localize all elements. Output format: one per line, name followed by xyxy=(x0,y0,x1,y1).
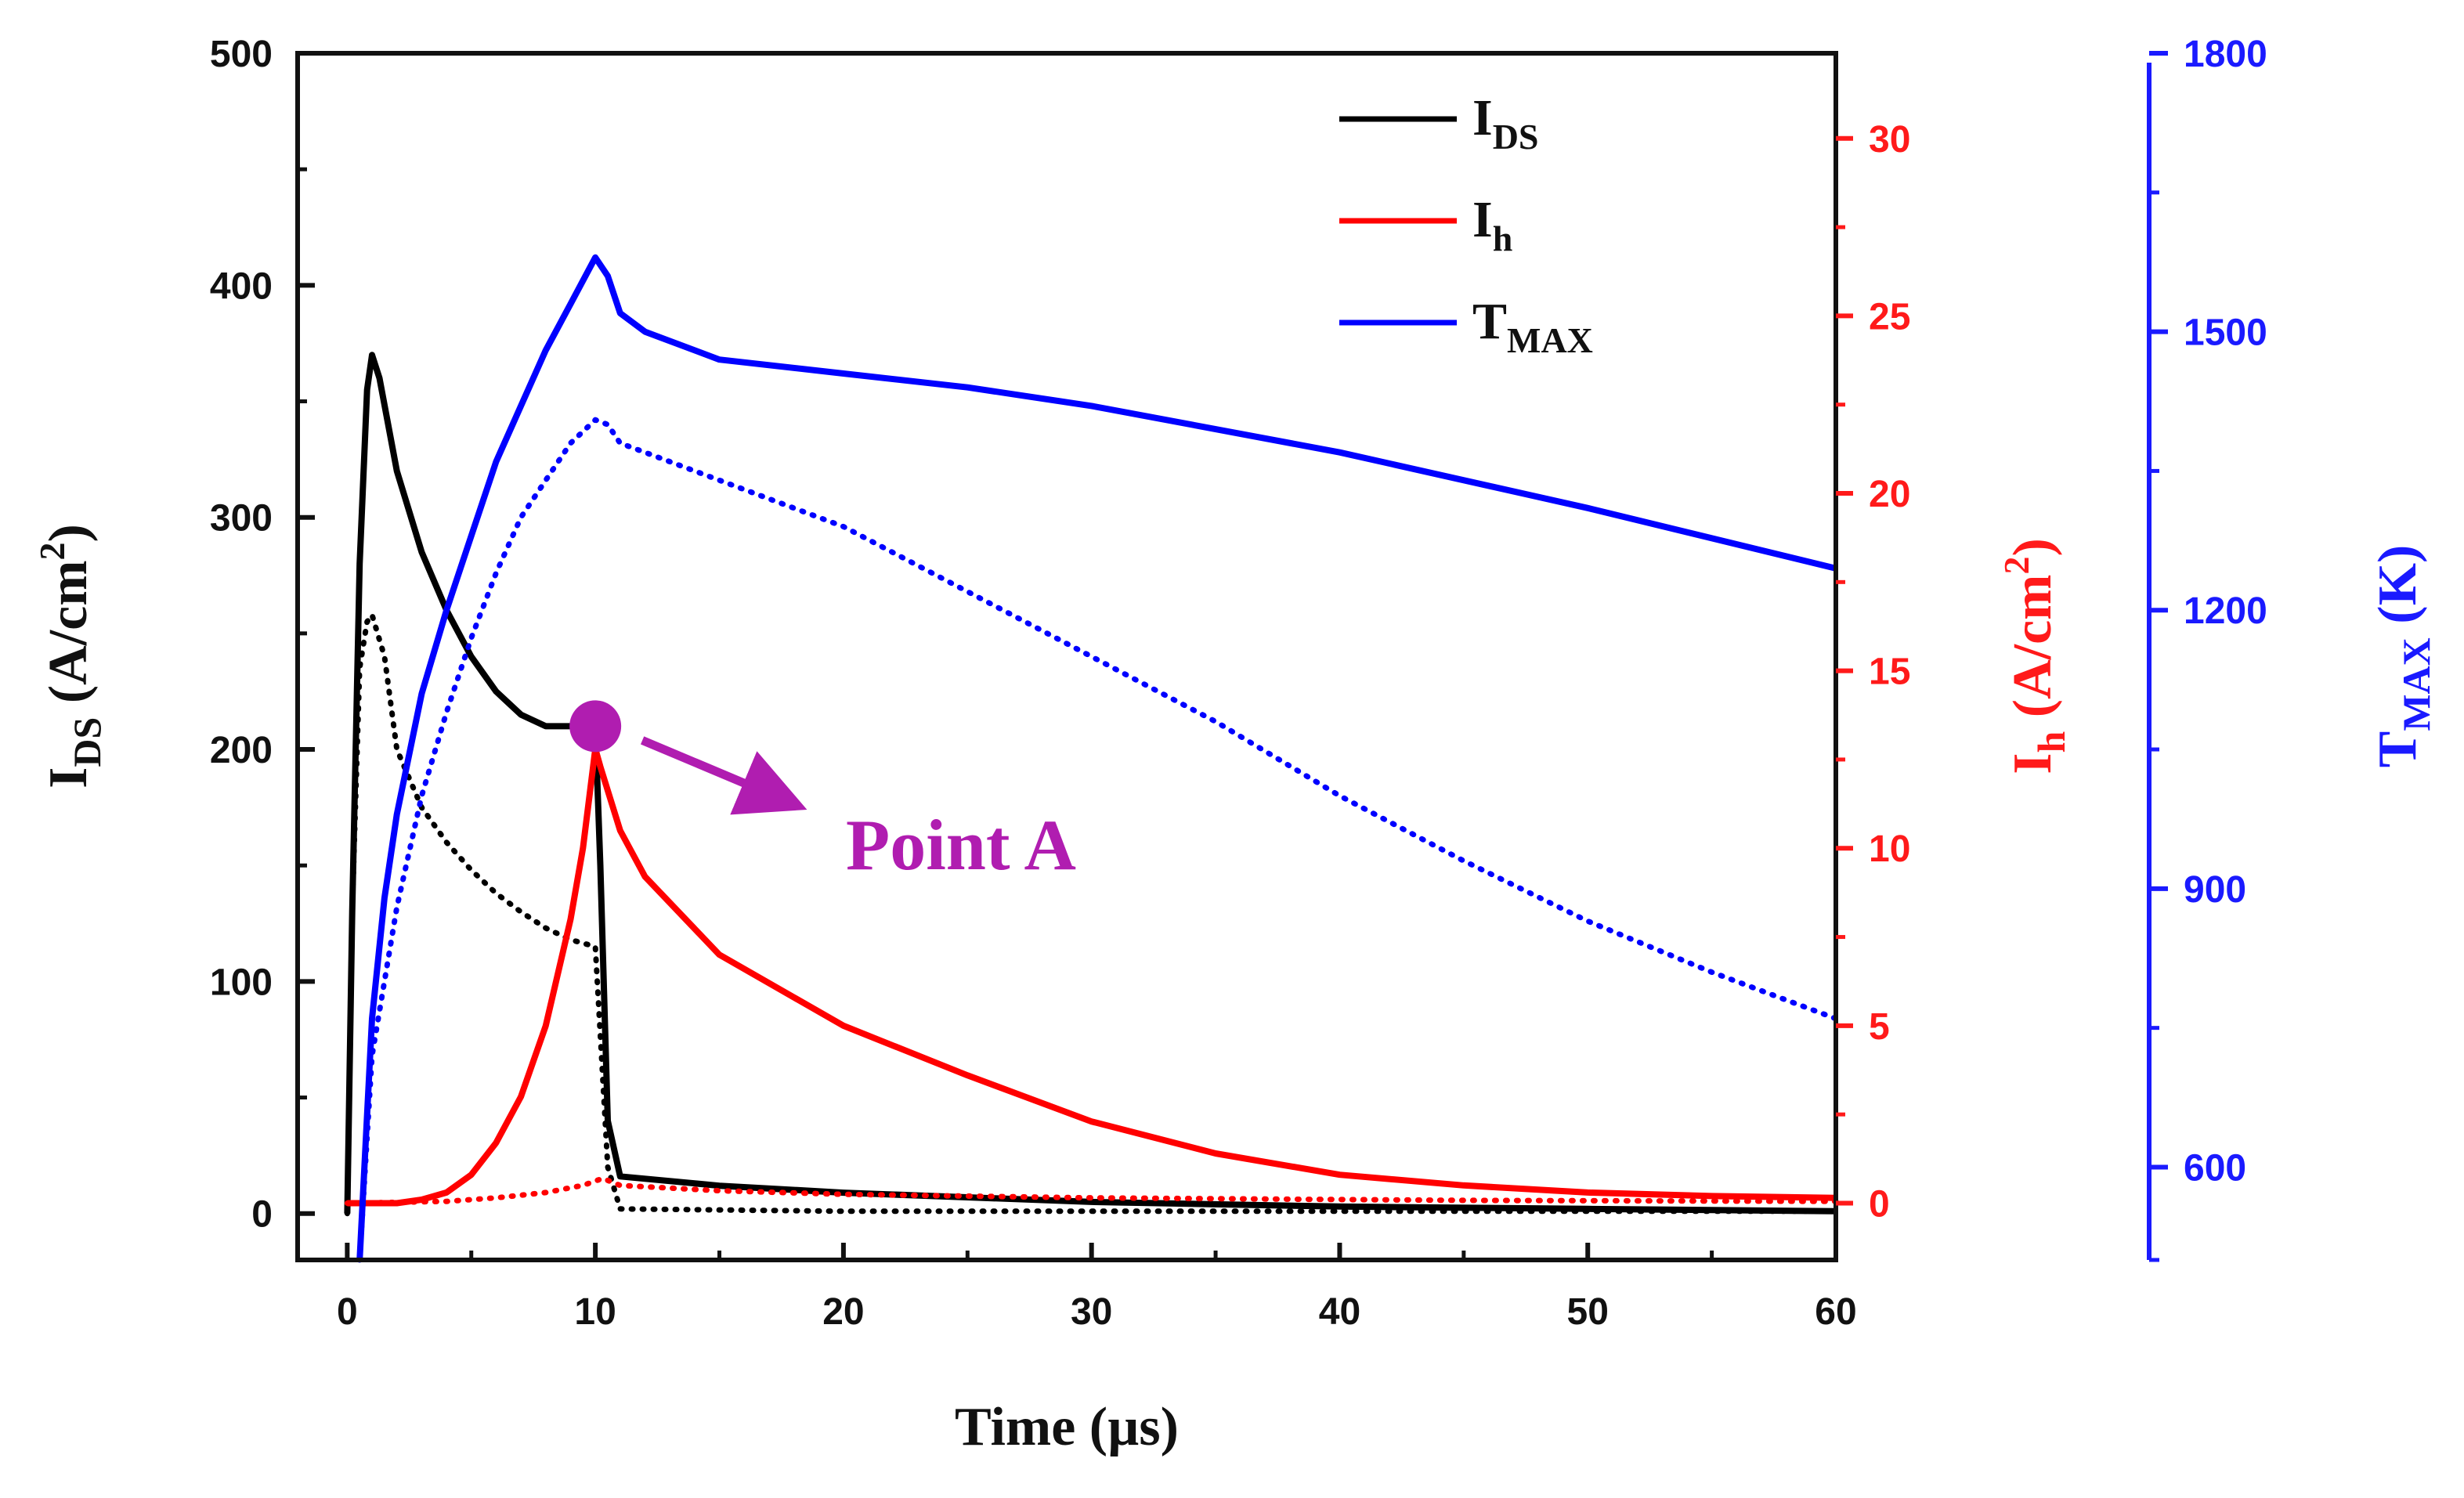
legend-label-tmax: TMAX xyxy=(1472,293,1593,360)
left-tick-label: 400 xyxy=(210,265,273,307)
point-a-marker xyxy=(569,700,622,753)
far-right-tick-label: 1800 xyxy=(2184,34,2267,75)
series-line-ids-dotted xyxy=(344,612,1839,1217)
series-line-ih-dotted xyxy=(344,1175,1839,1206)
left-axis-label: IDS (A/cm2) xyxy=(32,524,109,789)
far-right-axis-label: TMAX (K) xyxy=(2368,545,2438,768)
left-tick-label: 200 xyxy=(210,730,273,771)
x-tick-label: 10 xyxy=(574,1291,616,1333)
right-tick-label: 10 xyxy=(1869,828,1910,870)
far-right-tick-label: 1200 xyxy=(2184,590,2267,632)
right-tick-label: 25 xyxy=(1869,296,1910,338)
right-tick-label: 30 xyxy=(1869,119,1910,161)
right-tick-label: 20 xyxy=(1869,474,1910,515)
legend: IDS Ih TMAX xyxy=(1339,89,1593,360)
point-a-label: Point A xyxy=(846,805,1076,885)
point-a-arrow xyxy=(640,736,807,815)
left-tick-label: 0 xyxy=(251,1194,273,1236)
legend-label-ih: Ih xyxy=(1472,191,1512,258)
legend-label-ids: IDS xyxy=(1472,89,1539,157)
right-tick-label: 0 xyxy=(1869,1183,1890,1225)
series-line-tmax-dotted xyxy=(356,417,1839,1263)
plot-frame xyxy=(295,51,1838,1262)
svg-text:IDS (A/cm2): IDS (A/cm2) xyxy=(32,524,109,789)
x-axis-label: Time (µs) xyxy=(955,1397,1179,1457)
series-line-ids xyxy=(344,352,1837,1215)
far-right-tick-label: 900 xyxy=(2184,869,2246,911)
svg-text:TMAX (K): TMAX (K) xyxy=(2368,545,2438,768)
x-tick-label: 20 xyxy=(822,1291,864,1333)
left-tick-label: 300 xyxy=(210,498,273,540)
right-tick-label: 15 xyxy=(1869,652,1910,693)
far-right-tick-label: 1500 xyxy=(2184,312,2267,354)
x-tick-label: 40 xyxy=(1319,1291,1360,1333)
left-tick-label: 500 xyxy=(210,34,273,75)
x-tick-label: 0 xyxy=(337,1291,358,1333)
series-line-ih xyxy=(347,745,1837,1207)
far-right-tick-label: 600 xyxy=(2184,1147,2246,1189)
x-tick-label: 30 xyxy=(1071,1291,1112,1333)
svg-text:Ih (A/cm2): Ih (A/cm2) xyxy=(1996,538,2073,774)
x-tick-label: 60 xyxy=(1815,1291,1856,1333)
point-a-annotation: Point A xyxy=(569,700,1076,885)
left-tick-label: 100 xyxy=(210,962,273,1003)
right-axis-label: Ih (A/cm2) xyxy=(1996,538,2073,774)
right-tick-label: 5 xyxy=(1869,1006,1890,1048)
series-line-tmax xyxy=(356,254,1837,1261)
x-tick-label: 50 xyxy=(1567,1291,1609,1333)
